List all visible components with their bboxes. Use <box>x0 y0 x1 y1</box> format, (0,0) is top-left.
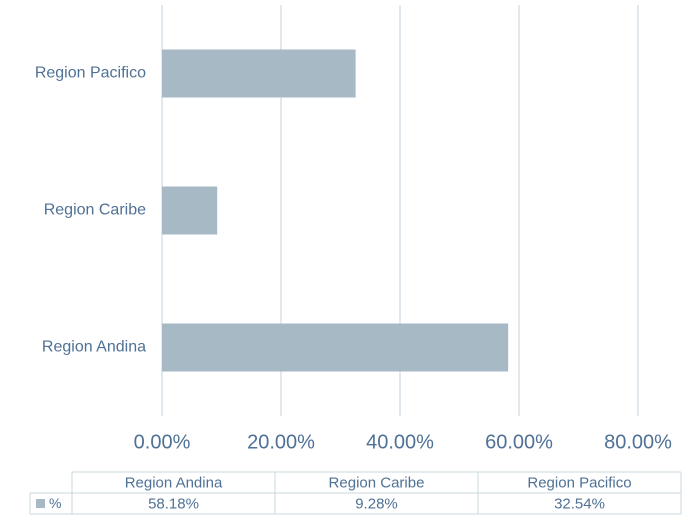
table-value: 32.54% <box>554 495 605 512</box>
bar <box>162 186 218 235</box>
y-tick-label: Region Pacifico <box>35 65 146 82</box>
x-tick-label: 80.00% <box>604 431 672 453</box>
x-tick-label: 60.00% <box>485 431 553 453</box>
bar <box>162 323 509 372</box>
legend-label: % <box>49 495 61 511</box>
legend-key <box>36 499 45 508</box>
bar <box>162 49 356 98</box>
y-tick-label: Region Caribe <box>44 202 146 219</box>
x-tick-label: 0.00% <box>134 431 191 453</box>
table-header: Region Pacifico <box>527 474 631 491</box>
table-value: 58.18% <box>148 495 199 512</box>
table-value: 9.28% <box>355 495 398 512</box>
x-tick-label: 40.00% <box>366 431 434 453</box>
y-tick-label: Region Andina <box>42 339 146 356</box>
x-tick-label: 20.00% <box>247 431 315 453</box>
table-header: Region Andina <box>125 474 223 491</box>
table-header: Region Caribe <box>329 474 425 491</box>
